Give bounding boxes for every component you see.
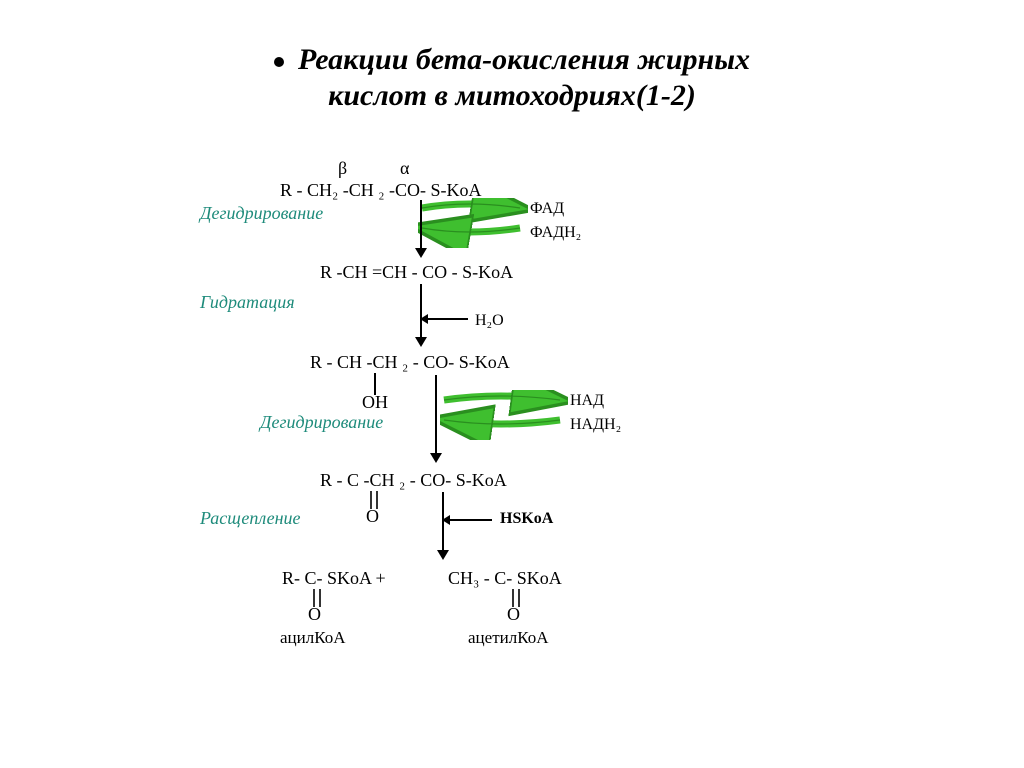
nadh2-label: НАДН₂ <box>570 416 621 434</box>
green-arrows-1 <box>418 198 528 248</box>
dbl-o-1: O <box>366 506 379 527</box>
bullet-icon <box>274 57 284 67</box>
stage-3-label: Дегидрирование <box>260 412 383 433</box>
slide-title-row: Реакции бета-окисления жирных кислот в м… <box>0 42 1024 114</box>
down-arrow-1 <box>411 200 431 260</box>
hskoa-label: HSKoA <box>500 510 553 528</box>
stage-4-label: Расщепление <box>200 508 301 529</box>
down-arrow-4 <box>430 492 500 562</box>
greek-beta: β <box>338 158 347 179</box>
down-arrow-3 <box>426 375 446 465</box>
down-arrow-2 <box>408 284 478 349</box>
stage-1-label: Дегидрирование <box>200 203 323 224</box>
acetyl-label: ацетилКоА <box>468 628 548 648</box>
fadh2-label: ФАДН₂ <box>530 224 581 242</box>
slide-title-1: Реакции бета-окисления жирных <box>298 43 750 76</box>
acyl-label: ацилКоА <box>280 628 346 648</box>
green-arrows-2 <box>440 390 568 440</box>
h2o-label: H₂O <box>475 312 504 330</box>
formula-5a: R- C- SKoA + <box>282 568 386 589</box>
fad-label: ФАД <box>530 200 564 218</box>
oh-label: OH <box>362 392 388 413</box>
dbl-o-2: O <box>308 604 321 625</box>
formula-2: R -CH =CH - CO - S-KoA <box>320 262 513 283</box>
formula-5b: CH₃ - C- SKoA <box>448 568 562 589</box>
stage-2-label: Гидратация <box>200 292 295 313</box>
slide-title-2: кислот в митоходриях(1-2) <box>328 79 696 112</box>
formula-3: R - CH -CH ₂ - CO- S-KoA <box>310 352 510 373</box>
greek-alpha: α <box>400 158 409 179</box>
nad-label: НАД <box>570 392 604 410</box>
formula-4: R - C -CH ₂ - CO- S-KoA <box>320 470 507 491</box>
dbl-o-3: O <box>507 604 520 625</box>
